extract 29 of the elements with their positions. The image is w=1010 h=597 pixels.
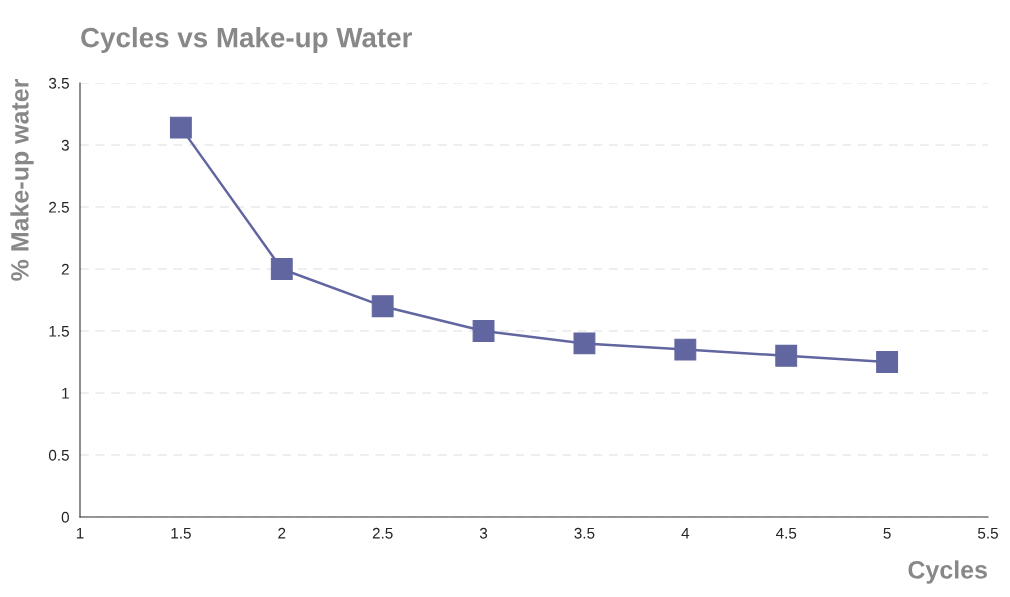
point — [270, 258, 293, 280]
x-tick-label: 4 — [681, 527, 690, 539]
y-tick-label: 1.5 — [49, 326, 69, 337]
point — [472, 320, 495, 342]
x-tick-label: 3 — [479, 527, 488, 539]
chart-title: Cycles vs Make-up Water — [81, 27, 413, 53]
y-tick-label: 2 — [61, 263, 69, 275]
point — [876, 351, 899, 373]
x-tick-label: 5 — [883, 527, 891, 539]
x-tick-label: 2 — [278, 527, 286, 539]
x-tick-label: 2.5 — [372, 527, 393, 539]
x-tick-label: 3.5 — [574, 527, 595, 539]
y-tick-label: 3.5 — [48, 77, 69, 89]
y-axis-title: % Make-up water — [10, 78, 34, 281]
x-tick-label: 5.5 — [977, 527, 998, 539]
y-tick-label: 0 — [61, 511, 69, 523]
y-tick-label: 1 — [62, 388, 69, 399]
point — [674, 338, 697, 361]
y-tick-label: 0.5 — [48, 449, 69, 461]
point — [371, 295, 394, 318]
y-tick-label: 3 — [61, 139, 69, 151]
x-axis-title: Cycles — [908, 560, 987, 584]
point — [775, 344, 798, 367]
y-tick-label: 2.5 — [49, 201, 69, 213]
point — [573, 332, 596, 355]
point — [169, 116, 192, 139]
x-tick-label: 1 — [76, 527, 84, 539]
x-tick-label: 4.5 — [775, 527, 797, 539]
x-tick-label: 1.5 — [171, 527, 191, 539]
